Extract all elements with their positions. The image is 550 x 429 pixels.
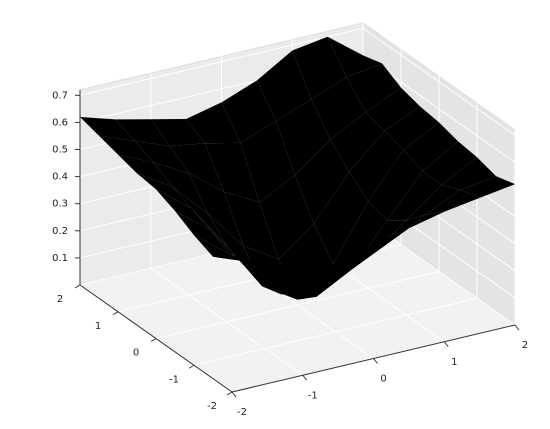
- surface-patch: [205, 142, 260, 203]
- surface-patch: [425, 189, 480, 215]
- surface-patch: [259, 175, 314, 260]
- surface-patch: [294, 139, 350, 224]
- surface-patch: [137, 173, 192, 209]
- surface-patch: [300, 263, 355, 281]
- y-tick: [150, 338, 157, 342]
- x-tick-label: -2: [237, 407, 247, 418]
- y-tick: [226, 391, 233, 396]
- grid-line: [79, 27, 364, 96]
- x-tick-label: 2: [522, 340, 528, 351]
- y-tick: [74, 284, 81, 289]
- surface-patch: [256, 50, 312, 121]
- surface-patch: [245, 267, 301, 295]
- surface-patch: [311, 77, 366, 140]
- surface-patch: [264, 267, 320, 281]
- x-tick-label: 1: [451, 357, 457, 368]
- z-tick-label: 0.3: [52, 199, 68, 210]
- y-tick-label: 2: [57, 294, 63, 305]
- surface-patch: [403, 122, 458, 172]
- x-tick: [373, 358, 378, 364]
- surface-patch: [118, 154, 173, 187]
- surface-patch: [175, 211, 230, 254]
- surface-patch: [354, 228, 409, 264]
- surface-patch: [422, 141, 477, 185]
- surface-patch: [368, 149, 423, 221]
- surface-patch: [186, 102, 241, 144]
- grid-line: [193, 297, 478, 366]
- surface-patch: [172, 186, 227, 246]
- z-tick-label: 0.5: [52, 145, 68, 156]
- x-tick: [231, 391, 237, 398]
- surface-patch: [460, 176, 515, 198]
- surface-patch: [134, 140, 189, 174]
- z-tick-label: 0.4: [52, 172, 68, 183]
- y-tick-label: 1: [95, 321, 101, 332]
- y-tick: [188, 364, 195, 369]
- grid-line: [155, 271, 440, 339]
- surface-patch: [248, 261, 303, 267]
- surface-patch: [224, 191, 279, 260]
- z-tick-label: 0.2: [52, 226, 68, 237]
- surface-patch: [150, 119, 206, 147]
- surface-patch: [156, 189, 211, 230]
- z-tick-label: 0.7: [52, 90, 68, 101]
- x-tick-label: -1: [308, 390, 318, 401]
- surface-patch: [99, 135, 154, 163]
- x-tick: [443, 341, 449, 348]
- surface-patch: [213, 256, 268, 262]
- surface-patch: [327, 36, 382, 78]
- surface-patch: [292, 36, 347, 100]
- y-tick: [112, 311, 119, 316]
- surface-patch: [335, 241, 390, 278]
- y-tick-label: -1: [169, 374, 179, 385]
- surface-patch: [115, 119, 170, 147]
- surface-patch: [346, 63, 401, 113]
- surface-patch: [313, 171, 369, 265]
- surface-patch: [330, 112, 385, 172]
- x-tick: [514, 324, 520, 331]
- surface-patch: [153, 162, 208, 214]
- y-tick-label: -2: [207, 401, 217, 412]
- surface-patch: [441, 157, 496, 190]
- z-tick-label: 0.1: [52, 253, 68, 264]
- surface-patch: [169, 143, 225, 192]
- surface-patch: [384, 106, 439, 150]
- surface-patch: [387, 171, 442, 221]
- grid-line: [362, 27, 516, 136]
- surface-patch: [281, 277, 336, 297]
- surface-patch: [80, 117, 135, 141]
- surface-patch: [283, 263, 339, 273]
- x-tick-label: 0: [380, 374, 386, 385]
- surface-patch: [240, 121, 295, 203]
- surface-patch: [406, 184, 461, 221]
- x-tick: [302, 374, 308, 381]
- surface-patch: [194, 235, 249, 262]
- surface-patch: [332, 201, 388, 270]
- y-tick-label: 0: [133, 348, 139, 359]
- z-tick-label: 0.6: [52, 117, 68, 128]
- surface-patch: [275, 99, 331, 175]
- surface-patch: [262, 286, 317, 300]
- surface-patch: [349, 131, 404, 202]
- surface-patch: [191, 208, 246, 268]
- surface-patch: [221, 80, 276, 143]
- surface-patch: [188, 173, 244, 246]
- surface-patch: [365, 87, 420, 131]
